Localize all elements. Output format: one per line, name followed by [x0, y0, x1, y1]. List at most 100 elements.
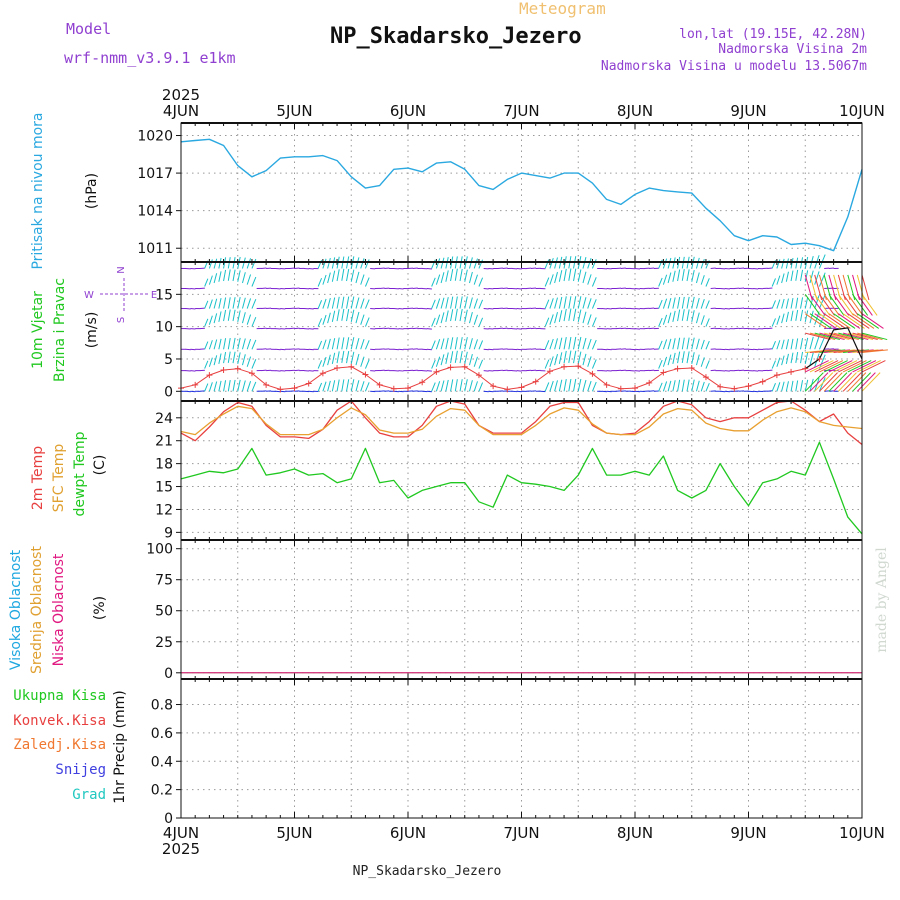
- wind-arrow: [814, 295, 820, 309]
- wind-arrow: [341, 379, 345, 392]
- wind-arrow: [549, 298, 554, 309]
- wind-arrow: [804, 294, 821, 316]
- wind-arrow: [681, 351, 685, 363]
- wind-arrow: [346, 337, 350, 350]
- wind-arrow: [341, 296, 345, 309]
- wind-arrow: [662, 298, 668, 309]
- panel-frame: [180, 539, 863, 680]
- wind-arrow: [213, 273, 218, 284]
- y-tick-label: 1017: [137, 166, 173, 182]
- wind-arrow: [804, 352, 809, 364]
- y-tick-label: 0.2: [151, 783, 173, 799]
- wind-arrow: [804, 313, 827, 329]
- wind-arrow: [591, 299, 597, 309]
- wind-arrow: [468, 338, 473, 350]
- wind-arrow: [450, 337, 454, 350]
- wind-arrow: [800, 297, 804, 309]
- wind-speed-marker: [504, 386, 511, 393]
- wind-speed-marker: [660, 369, 667, 376]
- wind-arrow: [795, 380, 799, 392]
- wind-arrow: [218, 271, 222, 282]
- wind-arrow: [686, 269, 690, 282]
- wind-arrow: [852, 313, 875, 329]
- wind-arrow: [241, 354, 246, 366]
- wind-arrow: [364, 382, 370, 392]
- y-tick-label: 12: [155, 502, 173, 518]
- wind-arrow: [331, 270, 336, 282]
- wind-arrow: [842, 313, 865, 329]
- wind-arrow: [577, 296, 582, 309]
- wind-arrow: [336, 351, 340, 364]
- wind-arrow: [568, 336, 572, 350]
- wind-arrow: [431, 277, 436, 287]
- wind-arrow: [842, 372, 862, 392]
- wind-arrow: [350, 309, 355, 322]
- wind-arrow: [695, 338, 700, 350]
- wind-arrow: [582, 353, 587, 366]
- wind-arrow: [478, 299, 484, 309]
- wind-arrow: [819, 294, 835, 316]
- wind-arrow: [558, 379, 563, 392]
- wind-arrow: [246, 381, 252, 392]
- wind-arrow: [355, 271, 360, 284]
- year-top: 2025: [162, 86, 200, 104]
- credit: made by Angel: [874, 547, 890, 653]
- wind-arrow: [232, 337, 236, 350]
- wind-arrow: [577, 269, 582, 282]
- wind-arrow: [691, 310, 695, 322]
- pressure-axis-title: Pritisak na nivou mora (hPa): [30, 112, 100, 269]
- high-cloud-title: Visoka Oblacnost: [8, 549, 24, 670]
- panel-precip: 0 0.2 0.4 0.6 0.8: [151, 679, 863, 827]
- wind-arrow: [440, 354, 445, 366]
- wind-arrow: [658, 317, 663, 327]
- wind-arrow: [681, 379, 685, 392]
- wind-arrow: [558, 337, 563, 350]
- wind-arrow: [237, 310, 241, 322]
- wind-arrow: [809, 336, 814, 350]
- wind-arrow: [213, 298, 218, 309]
- wind-arrow: [208, 275, 213, 285]
- wind-arrow: [677, 337, 681, 350]
- model-name: wrf-nmm_v3.9.1 e1km: [64, 49, 236, 67]
- compass-w: W: [84, 290, 94, 301]
- wind-arrow: [658, 299, 663, 309]
- wind-arrow: [341, 308, 345, 321]
- wind-arrow: [355, 338, 360, 350]
- wind-arrow: [355, 380, 360, 392]
- wind-arrow: [218, 338, 222, 350]
- wind-arrow: [223, 380, 227, 392]
- wind-arrow: [795, 257, 799, 269]
- wind-arrow: [568, 296, 572, 309]
- wind-arrow: [568, 308, 572, 321]
- wind-arrow: [478, 317, 484, 327]
- wind-arrow: [317, 340, 323, 350]
- day-label-bottom: 5JUN: [276, 824, 312, 842]
- wind-arrow: [563, 379, 567, 392]
- day-label-bottom: 8JUN: [617, 824, 653, 842]
- wind-speed-marker: [632, 385, 638, 392]
- wind-speed-marker: [192, 381, 199, 388]
- wind-arrow: [573, 350, 577, 364]
- wind-arrow: [587, 274, 592, 285]
- lonlat-label: lon,lat (19.15E, 42.28N): [679, 27, 867, 42]
- day-label-top: 5JUN: [276, 102, 312, 120]
- wind-arrow: [218, 311, 222, 322]
- wind-arrow: [558, 270, 563, 282]
- wind-arrow: [440, 312, 445, 324]
- wind-speed-marker: [745, 383, 752, 390]
- wind-arrow: [331, 352, 336, 364]
- day-label-top: 4JUN: [163, 102, 199, 120]
- wind-arrow: [554, 338, 558, 350]
- wind-arrow: [322, 258, 327, 269]
- wind-arrow: [805, 360, 829, 373]
- wind-arrow: [364, 317, 370, 327]
- wind-arrow: [828, 313, 851, 329]
- wind-arrow: [241, 338, 246, 350]
- wind-arrow: [823, 294, 840, 316]
- wind-arrow: [450, 296, 454, 309]
- wind-speed-marker: [277, 386, 284, 393]
- wind-speed-marker: [206, 372, 213, 379]
- wind-arrow: [833, 313, 856, 329]
- pressure-unit: (hPa): [84, 173, 100, 209]
- wind-arrow: [681, 296, 685, 309]
